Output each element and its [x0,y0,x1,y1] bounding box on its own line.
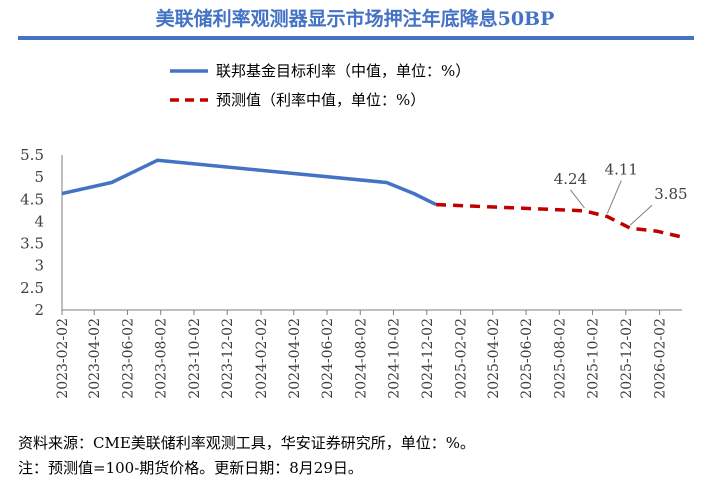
forecast-series-line [436,202,682,239]
rate-chart: 联邦基金目标利率（中值，单位：%） 预测值（利率中值，单位：%） 2 2.5 3 3.5 4… [20,62,687,399]
annotation-leader [606,180,622,214]
x-tick-label: 2023-08-02 [154,318,170,399]
x-tick-label: 2023-12-02 [220,318,236,399]
y-tick-label: 2 [34,301,44,319]
y-tick-label: 3.5 [20,235,44,253]
annotation-leader [629,204,653,226]
x-tick-label: 2024-06-02 [320,318,336,399]
annotation-label: 4.24 [554,170,587,188]
x-tick-label: 2024-04-02 [287,318,303,399]
annotation-leader [569,189,585,209]
x-tick-label: 2023-10-02 [187,318,203,399]
actual-series-line [62,158,437,207]
y-tick-label: 5.5 [20,146,44,164]
x-tick-label: 2026-02-02 [653,318,669,399]
title-divider [18,36,694,40]
x-tick-label: 2024-08-02 [353,318,369,399]
x-tick-label: 2025-08-02 [552,318,568,399]
x-tick-label: 2023-02-02 [55,318,71,399]
legend-label-1: 联邦基金目标利率（中值，单位：%） [216,62,470,80]
y-tick-label: 3 [34,257,44,275]
x-tick-label: 2025-04-02 [486,318,502,399]
annotation-label: 4.11 [605,161,638,179]
source-note: 资料来源：CME美联储利率观测工具，华安证券研究所，单位：%。 [18,434,476,452]
x-tick-label: 2024-02-02 [254,318,270,399]
x-tick-label: 2024-10-02 [387,318,403,399]
x-tick-label: 2025-02-02 [454,318,470,399]
annotation-label: 3.85 [654,185,687,203]
x-tick-label: 2023-04-02 [87,318,103,399]
y-tick-label: 5 [34,168,44,186]
y-tick-label: 4 [34,212,44,230]
y-tick-label: 4.5 [20,190,44,208]
legend-label-2: 预测值（利率中值，单位：%） [216,91,425,109]
y-tick-label: 2.5 [20,279,44,297]
x-tick-label: 2025-12-02 [619,318,635,399]
x-tick-label: 2025-10-02 [586,318,602,399]
x-tick-label: 2023-06-02 [120,318,136,399]
page-title: 美联储利率观测器显示市场押注年底降息50BP [155,8,555,30]
x-tick-label: 2025-06-02 [519,318,535,399]
forecast-note: 注：预测值=100-期货价格。更新日期：8月29日。 [18,459,363,477]
x-tick-label: 2024-12-02 [420,318,436,399]
